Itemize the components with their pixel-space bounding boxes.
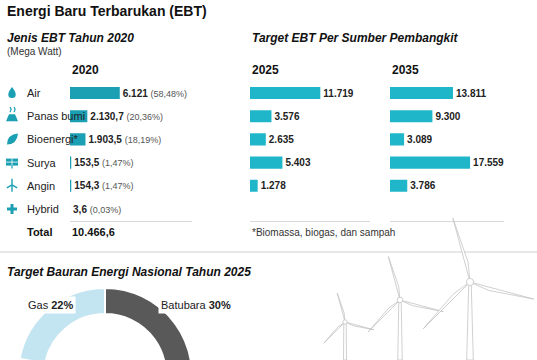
svg-text:3.576: 3.576 [274,111,299,122]
svg-text:2035: 2035 [392,63,419,77]
svg-text:9.300: 9.300 [435,111,460,122]
svg-text:Energi Baru Terbarukan (EBT): Energi Baru Terbarukan (EBT) [7,3,207,19]
svg-text:10.466,6: 10.466,6 [72,226,115,238]
svg-text:Panas bumi: Panas bumi [27,110,85,122]
svg-text:Surya: Surya [27,157,57,169]
svg-text:3.786: 3.786 [410,180,435,191]
svg-text:153,5 (1,47%): 153,5 (1,47%) [74,157,133,168]
svg-text:6.121 (58,48%): 6.121 (58,48%) [123,88,187,99]
svg-text:Bioenergi*: Bioenergi* [27,133,78,145]
svg-text:Air: Air [27,87,41,99]
svg-text:1.903,5 (18,19%): 1.903,5 (18,19%) [88,134,161,145]
svg-text:(Mega Watt): (Mega Watt) [7,46,62,57]
svg-text:Hybrid: Hybrid [27,203,59,215]
svg-text:17.559: 17.559 [473,157,504,168]
svg-text:5.403: 5.403 [285,157,310,168]
svg-text:3,6 (0,03%): 3,6 (0,03%) [73,204,121,215]
svg-text:Batubara 30%: Batubara 30% [161,299,231,311]
svg-text:154,3 (1,47%): 154,3 (1,47%) [74,180,133,191]
svg-text:*Biomassa, biogas, dan sampah: *Biomassa, biogas, dan sampah [252,227,395,238]
svg-text:Gas 22%: Gas 22% [28,299,73,311]
svg-text:2.130,7 (20,36%): 2.130,7 (20,36%) [90,111,163,122]
svg-text:Angin: Angin [27,180,55,192]
svg-text:Total: Total [27,226,52,238]
svg-text:11.719: 11.719 [323,88,353,99]
svg-text:Target Bauran Energi Nasional: Target Bauran Energi Nasional Tahun 2025 [7,265,251,279]
svg-text:2020: 2020 [72,63,99,77]
svg-text:1.278: 1.278 [261,180,286,191]
svg-text:Target EBT Per Sumber Pembangk: Target EBT Per Sumber Pembangkit [252,31,459,45]
svg-text:3.089: 3.089 [407,134,432,145]
svg-text:2025: 2025 [252,63,279,77]
svg-text:13.811: 13.811 [456,88,486,99]
svg-text:2.635: 2.635 [269,134,294,145]
svg-text:Jenis EBT Tahun 2020: Jenis EBT Tahun 2020 [7,31,134,45]
